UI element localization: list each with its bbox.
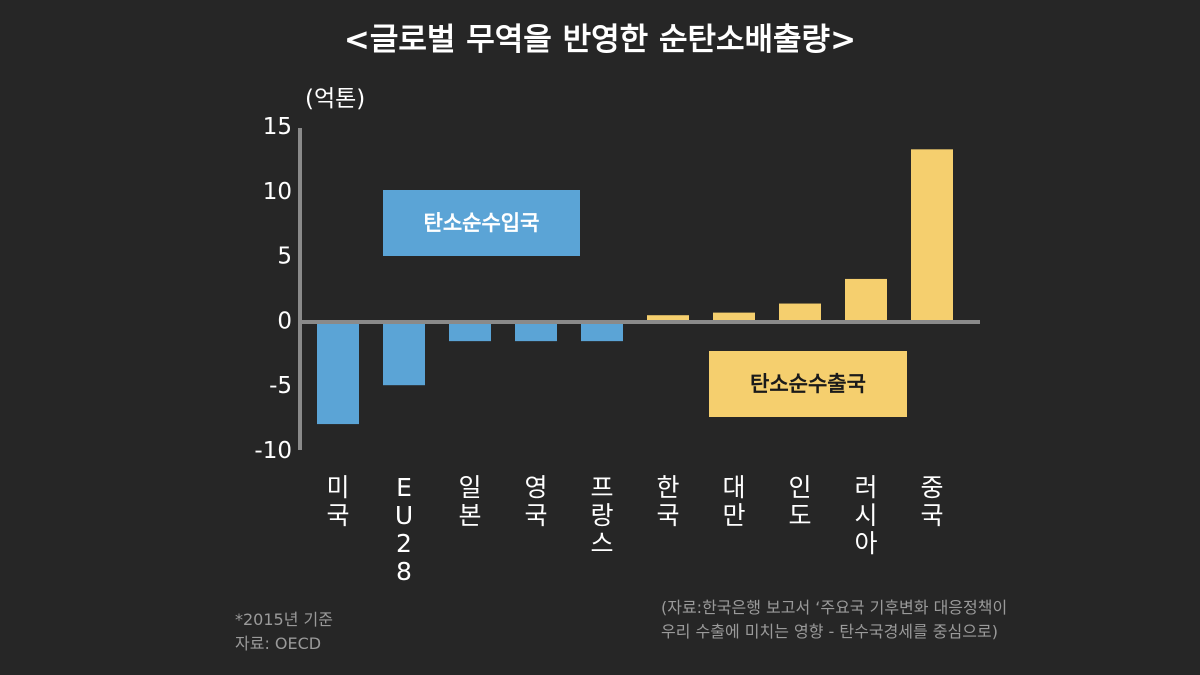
- bar-미국: [317, 320, 359, 425]
- bar-러시아: [845, 278, 887, 321]
- y-tick-label: 5: [277, 244, 292, 270]
- x-axis-category-labels: 미 국 E U 2 8 일 본 영 국 프 랑 스 한 국 대 만 인 도 러 시 아 중 국: [326, 473, 943, 586]
- footnote-year: *2015년 기준: [235, 610, 333, 629]
- chart-title: <글로벌 무역을 반영한 순탄소배출량>: [343, 22, 857, 58]
- bar-인도: [779, 303, 821, 321]
- y-tick-label: -10: [254, 438, 292, 464]
- footnote-left: *2015년 기준 자료: OECD: [235, 608, 333, 656]
- y-axis-ticks: 15 10 5 0 -5 -10: [254, 114, 292, 464]
- importers-annotation: 탄소순수입국: [383, 190, 580, 256]
- bar-EU28: [383, 320, 425, 386]
- footnote-source: 자료: OECD: [235, 634, 322, 653]
- bar-중국: [911, 149, 953, 321]
- y-tick-label: -5: [269, 373, 292, 399]
- y-tick-label: 10: [263, 179, 292, 205]
- bar-대만: [713, 312, 755, 321]
- bar-chart: (억톤) 15 10 5 0 -5 -10 미 국 E U 2 8 일 본 영 국 프 랑 스 한 국 대 만 인 도 러 시 아 중…: [254, 86, 980, 586]
- y-axis-unit-label: (억톤): [305, 86, 365, 112]
- exporters-annotation-box: [709, 351, 907, 417]
- bar-series: [317, 149, 953, 425]
- footnote-report-line-1: (자료:한국은행 보고서 ‘주요국 기후변화 대응정책이: [661, 598, 1008, 617]
- importers-annotation-box: [383, 190, 580, 256]
- bar-프랑스: [581, 320, 623, 342]
- footnote-right: (자료:한국은행 보고서 ‘주요국 기후변화 대응정책이 우리 수출에 미치는 …: [661, 596, 1007, 644]
- bar-영국: [515, 320, 557, 342]
- y-tick-label: 0: [277, 308, 292, 334]
- exporters-annotation: 탄소순수출국: [709, 351, 907, 417]
- importers-annotation-label: 탄소순수입국: [424, 211, 540, 235]
- bar-일본: [449, 320, 491, 342]
- footnote-report-line-2: 우리 수출에 미치는 영향 - 탄수국경세를 중심으로): [661, 622, 998, 641]
- exporters-annotation-label: 탄소순수출국: [750, 372, 866, 396]
- bar-한국: [647, 315, 689, 321]
- y-tick-label: 15: [263, 114, 292, 140]
